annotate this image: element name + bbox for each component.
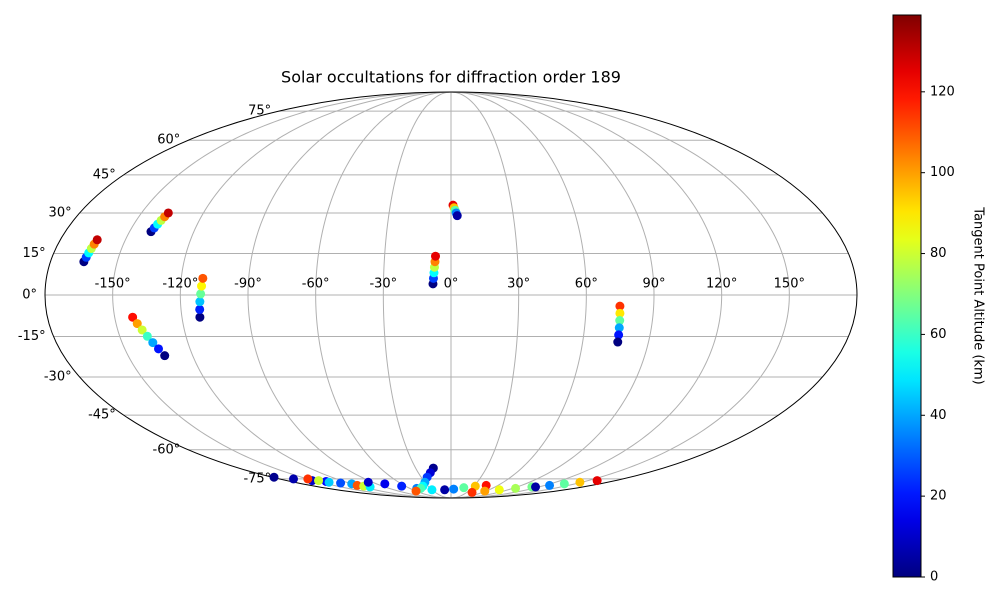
grid-line bbox=[112, 91, 452, 499]
y-tick-label: 15° bbox=[23, 246, 46, 261]
colorbar-tick-label: 0 bbox=[930, 570, 938, 585]
data-point bbox=[303, 474, 313, 484]
data-point bbox=[613, 337, 623, 347]
grid-line bbox=[450, 91, 723, 499]
data-point bbox=[615, 308, 625, 318]
y-tick-label: 30° bbox=[49, 205, 72, 220]
data-point bbox=[154, 344, 164, 354]
x-tick-label: -90° bbox=[234, 277, 262, 292]
data-point bbox=[480, 486, 490, 496]
data-point bbox=[289, 474, 299, 484]
data-point bbox=[452, 211, 462, 221]
colorbar-label: Tangent Point Altitude (km) bbox=[971, 206, 986, 384]
data-point bbox=[197, 281, 207, 291]
colorbar-tick-label: 20 bbox=[930, 489, 947, 504]
data-point bbox=[615, 301, 625, 311]
data-point bbox=[511, 483, 521, 493]
y-tick-label: -60° bbox=[153, 442, 181, 457]
y-tick-label: -45° bbox=[88, 408, 116, 423]
y-tick-label: 0° bbox=[22, 288, 37, 303]
data-point bbox=[92, 235, 102, 245]
data-point bbox=[198, 273, 208, 283]
data-point bbox=[427, 485, 437, 495]
data-point bbox=[269, 472, 279, 482]
data-point bbox=[397, 481, 407, 491]
y-tick-label: 45° bbox=[93, 167, 116, 182]
x-tick-label: 90° bbox=[642, 277, 665, 292]
data-point bbox=[142, 331, 152, 341]
x-tick-label: 60° bbox=[575, 277, 598, 292]
data-point bbox=[352, 480, 362, 490]
data-point bbox=[324, 477, 334, 487]
grid-line bbox=[179, 91, 452, 499]
y-tick-label: 60° bbox=[157, 133, 180, 148]
data-point bbox=[132, 319, 142, 329]
data-point bbox=[163, 208, 173, 218]
data-point bbox=[615, 316, 625, 326]
x-tick-label: 120° bbox=[706, 277, 737, 292]
data-point bbox=[467, 487, 477, 497]
data-point bbox=[559, 479, 569, 489]
data-point bbox=[592, 476, 602, 486]
data-point bbox=[614, 330, 624, 340]
grid-line bbox=[450, 91, 790, 499]
data-point bbox=[195, 297, 205, 307]
chart-title: Solar occultations for diffraction order… bbox=[281, 68, 621, 87]
data-point bbox=[336, 478, 346, 488]
colorbar-tick-label: 100 bbox=[930, 165, 955, 180]
y-tick-label: -75° bbox=[243, 471, 271, 486]
data-point bbox=[614, 323, 624, 333]
y-tick-label: -30° bbox=[44, 370, 72, 385]
colorbar-tick-label: 40 bbox=[930, 408, 947, 423]
data-point bbox=[148, 338, 158, 348]
data-point bbox=[195, 312, 205, 322]
grid-line bbox=[450, 91, 587, 499]
colorbar-tick-label: 80 bbox=[930, 246, 947, 261]
map-boundary bbox=[44, 91, 858, 499]
data-point bbox=[449, 484, 459, 494]
data-point bbox=[128, 312, 138, 322]
grid-line bbox=[315, 91, 452, 499]
x-tick-label: 0° bbox=[444, 277, 459, 292]
grid-line bbox=[247, 91, 452, 499]
data-point bbox=[494, 485, 504, 495]
x-tick-label: -150° bbox=[95, 277, 131, 292]
data-point bbox=[160, 351, 170, 361]
x-tick-label: 30° bbox=[507, 277, 530, 292]
data-point bbox=[137, 325, 147, 335]
data-point bbox=[575, 477, 585, 487]
data-point bbox=[459, 483, 469, 493]
data-point bbox=[196, 289, 206, 299]
colorbar-tick-label: 120 bbox=[930, 84, 955, 99]
colorbar bbox=[892, 14, 922, 578]
data-point bbox=[545, 480, 555, 490]
colorbar-tick-label: 60 bbox=[930, 327, 947, 342]
data-point bbox=[314, 476, 324, 486]
data-point bbox=[195, 304, 205, 314]
y-tick-label: -15° bbox=[18, 329, 46, 344]
x-tick-label: -30° bbox=[369, 277, 397, 292]
grid-line bbox=[450, 91, 655, 499]
x-tick-label: -120° bbox=[162, 277, 198, 292]
data-point bbox=[380, 479, 390, 489]
x-tick-label: 150° bbox=[774, 277, 805, 292]
grid-line bbox=[450, 91, 520, 499]
data-point bbox=[431, 251, 441, 261]
data-point bbox=[411, 486, 421, 496]
y-tick-label: 75° bbox=[248, 104, 271, 119]
data-point bbox=[363, 477, 373, 487]
data-point bbox=[440, 485, 450, 495]
data-point bbox=[531, 482, 541, 492]
x-tick-label: -60° bbox=[302, 277, 330, 292]
grid-line bbox=[382, 91, 452, 499]
